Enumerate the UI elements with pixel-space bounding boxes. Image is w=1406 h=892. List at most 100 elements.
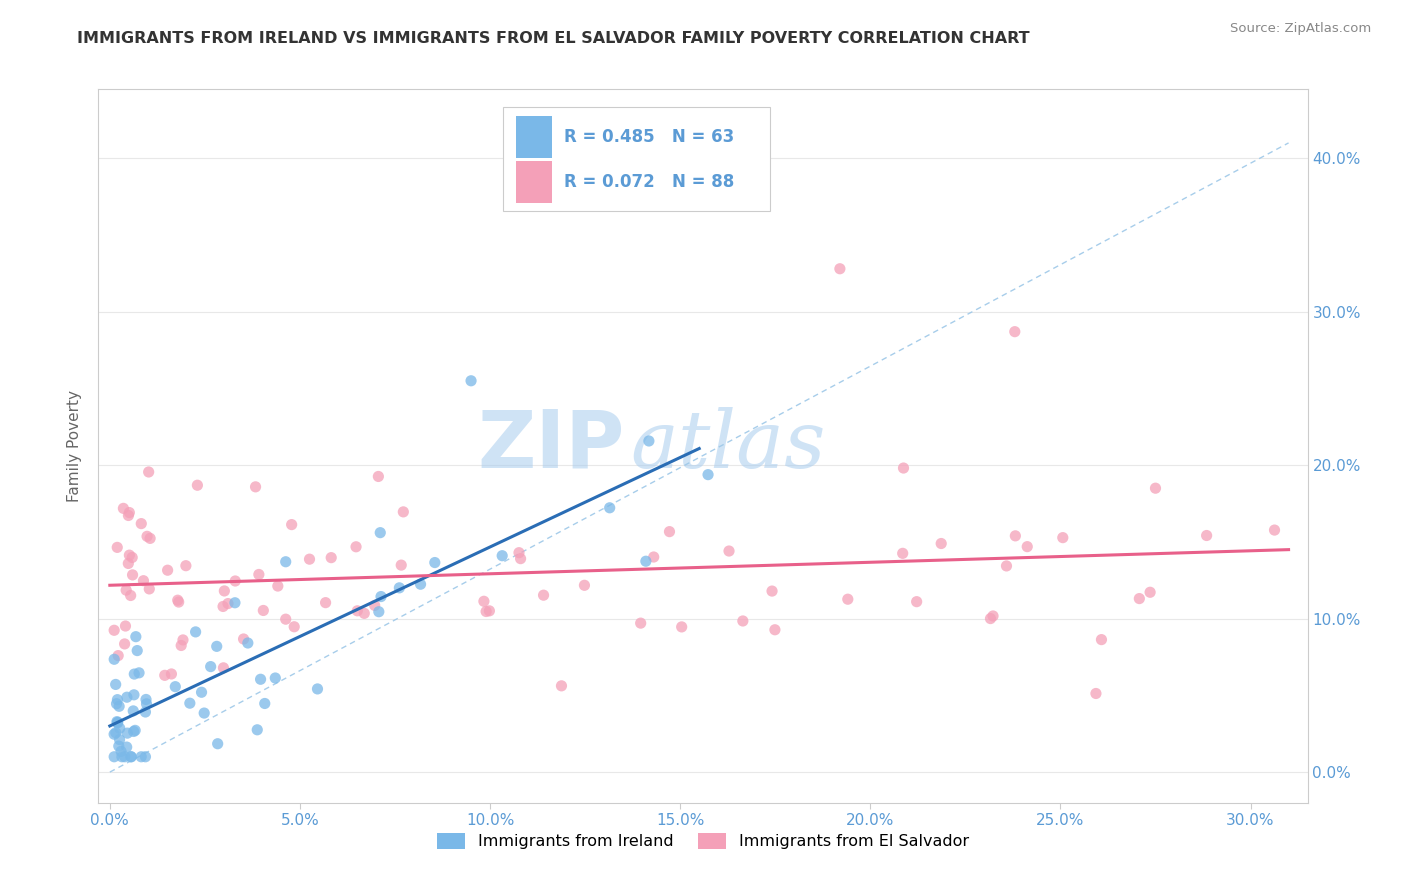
- Point: [117, 557, 139, 571]
- Point: [1195, 528, 1218, 542]
- Point: [344, 540, 367, 554]
- Point: [643, 549, 665, 564]
- Point: [245, 480, 267, 494]
- Text: IMMIGRANTS FROM IRELAND VS IMMIGRANTS FROM EL SALVADOR FAMILY POVERTY CORRELATIO: IMMIGRANTS FROM IRELAND VS IMMIGRANTS FR…: [77, 31, 1031, 46]
- Point: [321, 550, 343, 565]
- Point: [135, 697, 157, 711]
- Point: [574, 578, 596, 592]
- Point: [249, 673, 271, 687]
- Point: [533, 588, 555, 602]
- Point: [160, 667, 183, 681]
- Point: [107, 715, 129, 730]
- Point: [837, 592, 859, 607]
- Point: [128, 665, 150, 680]
- Point: [1004, 325, 1026, 339]
- Point: [891, 546, 914, 560]
- Point: [186, 478, 208, 492]
- Point: [298, 552, 321, 566]
- Legend: Immigrants from Ireland, Immigrants from El Salvador: Immigrants from Ireland, Immigrants from…: [430, 826, 976, 855]
- Point: [105, 697, 128, 711]
- Point: [121, 550, 143, 565]
- Point: [460, 374, 482, 388]
- Point: [118, 506, 141, 520]
- Point: [1017, 540, 1039, 554]
- Point: [217, 597, 239, 611]
- Text: R = 0.072   N = 88: R = 0.072 N = 88: [564, 173, 734, 191]
- Point: [135, 692, 157, 706]
- Point: [139, 532, 162, 546]
- Point: [134, 705, 156, 719]
- Point: [184, 624, 207, 639]
- Point: [363, 599, 385, 613]
- Point: [981, 609, 1004, 624]
- Text: R = 0.485   N = 63: R = 0.485 N = 63: [564, 128, 734, 146]
- Point: [120, 749, 142, 764]
- Point: [389, 558, 412, 573]
- Point: [179, 696, 201, 710]
- Point: [193, 706, 215, 720]
- Point: [280, 517, 302, 532]
- Point: [763, 623, 786, 637]
- Point: [658, 524, 681, 539]
- Point: [214, 584, 236, 599]
- Point: [200, 659, 222, 673]
- Point: [121, 568, 143, 582]
- Point: [122, 724, 145, 739]
- Point: [252, 603, 274, 617]
- FancyBboxPatch shape: [516, 161, 551, 203]
- Point: [165, 680, 187, 694]
- Point: [409, 577, 432, 591]
- Point: [125, 630, 148, 644]
- Point: [103, 624, 125, 638]
- Point: [246, 723, 269, 737]
- Point: [509, 551, 531, 566]
- Point: [274, 555, 297, 569]
- Point: [905, 595, 928, 609]
- Point: [224, 574, 246, 588]
- Point: [1139, 585, 1161, 599]
- Point: [129, 516, 152, 531]
- Point: [103, 652, 125, 666]
- Point: [132, 574, 155, 588]
- Point: [111, 749, 134, 764]
- Point: [638, 434, 661, 448]
- Point: [367, 605, 389, 619]
- Point: [114, 749, 136, 764]
- Point: [353, 607, 375, 621]
- Point: [115, 740, 138, 755]
- Point: [1084, 686, 1107, 700]
- FancyBboxPatch shape: [503, 107, 769, 211]
- Point: [599, 500, 621, 515]
- Point: [630, 616, 652, 631]
- Point: [634, 554, 657, 568]
- Point: [172, 632, 194, 647]
- Point: [232, 632, 254, 646]
- Point: [105, 541, 128, 555]
- Point: [166, 593, 188, 607]
- Point: [264, 671, 287, 685]
- Point: [283, 620, 305, 634]
- Point: [212, 599, 235, 614]
- Point: [1052, 531, 1074, 545]
- Point: [267, 579, 290, 593]
- Point: [893, 461, 915, 475]
- Point: [491, 549, 513, 563]
- Point: [103, 749, 125, 764]
- Point: [114, 619, 136, 633]
- Point: [224, 596, 246, 610]
- Point: [995, 558, 1018, 573]
- Point: [205, 640, 228, 654]
- Point: [671, 620, 693, 634]
- Point: [107, 692, 129, 706]
- Point: [929, 536, 952, 550]
- Point: [368, 525, 391, 540]
- Point: [117, 508, 139, 523]
- Point: [478, 604, 501, 618]
- Point: [115, 690, 138, 705]
- Y-axis label: Family Poverty: Family Poverty: [67, 390, 83, 502]
- Point: [174, 558, 197, 573]
- Point: [979, 611, 1001, 625]
- Point: [117, 726, 139, 740]
- Point: [1144, 481, 1167, 495]
- Point: [236, 636, 259, 650]
